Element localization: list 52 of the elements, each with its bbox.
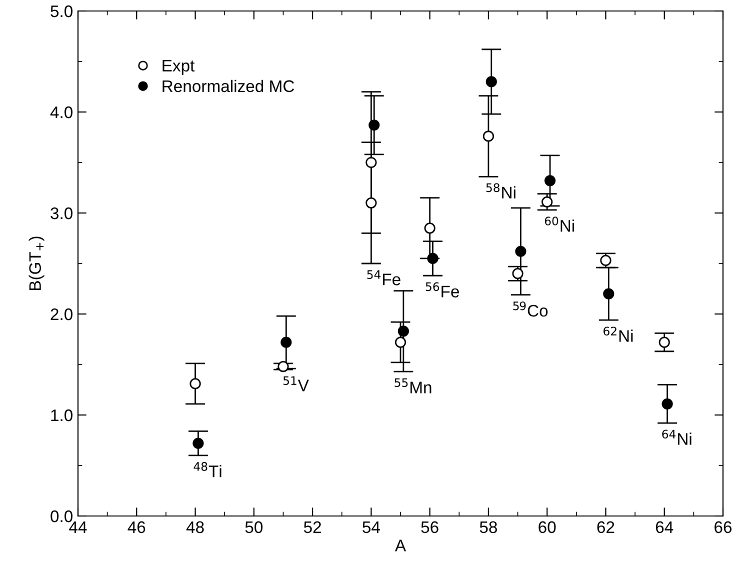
point (427, 252, 438, 264)
x-axis-title: A (394, 540, 406, 552)
point (280, 336, 292, 348)
point (398, 326, 409, 337)
annotation: $^{56}$Fe (426, 282, 459, 298)
annotation: $^{48}$Ti (194, 462, 222, 478)
point (542, 196, 553, 208)
x-tick-label: 62 (597, 521, 614, 534)
y-tick-label: 5.0 (50, 5, 72, 18)
point (366, 197, 377, 208)
annotation: $^{54}$Fe (367, 270, 400, 286)
point (658, 336, 670, 348)
legend-label: Expt (162, 60, 195, 75)
annotation: $^{51}$V (283, 376, 309, 392)
point (486, 76, 497, 88)
point (366, 156, 377, 168)
annotation: $^{62}$Ni (604, 326, 633, 342)
x-tick-label: 52 (304, 521, 321, 534)
y-tick-label: 2.0 (50, 308, 72, 320)
annotation: $^{58}$Ni (486, 183, 516, 198)
y-tick-label: 4.0 (50, 106, 72, 118)
x-tick-label: 46 (128, 521, 146, 534)
annotation: $^{60}$Ni (544, 216, 574, 232)
legend-label: Renormalized MC (162, 80, 294, 92)
annotation: $^{64}$Ni (662, 430, 692, 445)
x-tick-label: 56 (421, 521, 438, 534)
x-tick-label: 48 (186, 521, 204, 534)
point (482, 130, 494, 142)
point (544, 175, 556, 186)
x-tick-label: 60 (538, 521, 556, 534)
x-tick-label: 44 (69, 521, 87, 533)
annotation: $^{59}$Co (513, 301, 548, 317)
x-tick-label: 64 (656, 521, 674, 534)
y-axis-title: B(GT$_{+}$) (28, 236, 44, 290)
point (394, 336, 406, 348)
annotation: $^{55}$Mn (394, 378, 432, 394)
x-tick-label: 58 (480, 521, 497, 534)
point (512, 268, 524, 280)
point (515, 246, 526, 257)
y-tick-label: 3.0 (50, 207, 72, 220)
point (662, 398, 673, 410)
point (190, 378, 201, 390)
point (603, 288, 614, 300)
point (278, 360, 289, 372)
y-tick-label: 0.0 (50, 510, 72, 522)
point (424, 222, 436, 234)
point (192, 438, 204, 449)
x-tick-label: 54 (362, 521, 380, 534)
point (368, 120, 380, 131)
y-tick-label: 1.0 (51, 409, 72, 422)
x-tick-label: 66 (714, 521, 732, 534)
x-tick-label: 50 (245, 521, 263, 534)
